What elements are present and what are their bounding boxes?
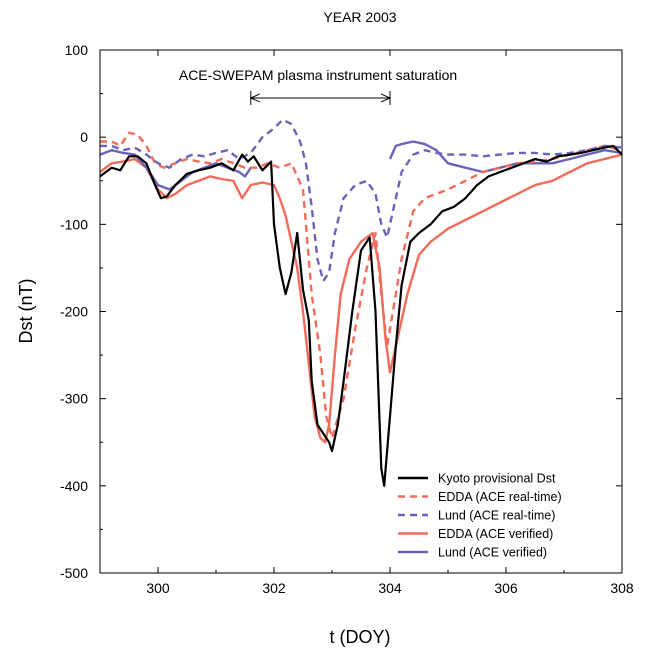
y-axis-label: Dst (nT): [16, 279, 36, 344]
x-axis-label: t (DOY): [330, 627, 391, 647]
series-line: [100, 118, 623, 283]
x-tick-label: 302: [262, 580, 286, 596]
legend-label: EDDA (ACE real-time): [438, 490, 562, 504]
series-layer: [99, 118, 623, 487]
legend: Kyoto provisional Dst EDDA (ACE real-time…: [398, 472, 562, 560]
series-line: [100, 131, 623, 440]
series-line: [99, 144, 623, 487]
legend-label: Lund (ACE verified): [438, 546, 547, 560]
legend-label: EDDA (ACE verified): [438, 527, 553, 541]
annotation-text: ACE-SWEPAM plasma instrument saturation: [179, 67, 457, 83]
x-tick-label: 300: [146, 580, 170, 596]
y-tick-label: -300: [60, 391, 88, 407]
y-tick-label: -500: [60, 565, 88, 581]
x-tick-label: 304: [378, 580, 402, 596]
saturation-annotation: ACE-SWEPAM plasma instrument saturation: [179, 67, 457, 105]
y-tick-label: 0: [80, 129, 88, 145]
plot-area: 300 302 304 306 308 100 0 -100 -200 -300 -400 -500: [60, 42, 634, 596]
y-tick-label: -200: [60, 304, 88, 320]
annotation-right-arrowhead: [380, 93, 392, 103]
x-tick-label: 308: [610, 580, 634, 596]
annotation-left-arrowhead: [249, 93, 261, 103]
series-line: [99, 153, 623, 444]
chart-title: YEAR 2003: [323, 9, 396, 25]
legend-label: Kyoto provisional Dst: [438, 472, 556, 486]
legend-label: Lund (ACE real-time): [438, 509, 555, 523]
y-tick-label: -100: [60, 216, 88, 232]
y-tick-label: 100: [65, 42, 89, 58]
y-tick-label: -400: [60, 478, 88, 494]
x-tick-label: 306: [494, 580, 518, 596]
y-axis: 100 0 -100 -200 -300 -400 -500: [60, 42, 622, 581]
x-axis: 300 302 304 306 308: [99, 50, 634, 596]
